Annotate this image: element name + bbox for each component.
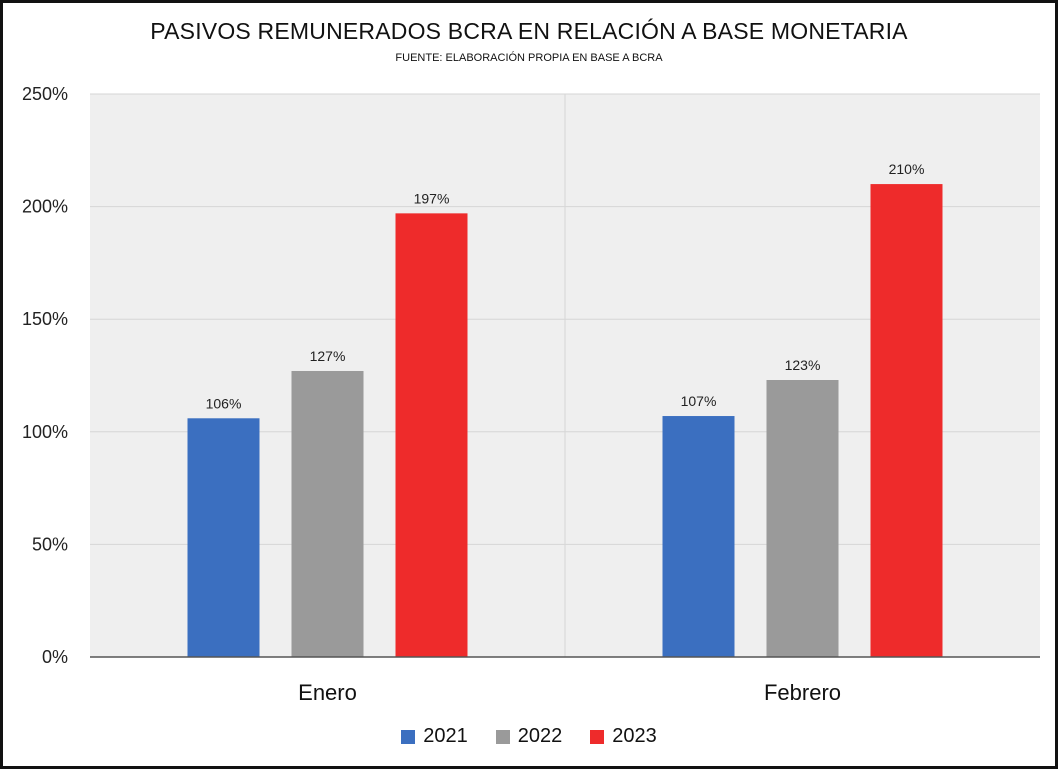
bar-2023-enero [395,213,468,657]
bar-2022-enero [291,370,364,657]
legend-item-2021: 2021 [401,725,468,748]
y-tick-label: 50% [32,534,68,554]
data-label: 123% [785,357,821,373]
legend-swatch-2021 [401,729,416,744]
chart-subtitle: FUENTE: ELABORACIÓN PROPIA EN BASE A BCR… [395,52,663,64]
bar-2021-febrero [662,416,735,657]
data-label: 197% [414,190,450,206]
chart-title: PASIVOS REMUNERADOS BCRA EN RELACIÓN A B… [150,18,908,44]
data-label: 107% [681,393,717,409]
data-label: 127% [310,348,346,364]
legend-swatch-2023 [590,729,605,744]
data-label: 210% [889,161,925,177]
legend-label-2022: 2022 [517,725,563,747]
bar-2021-enero [187,418,260,657]
y-tick-label: 200% [22,197,68,217]
legend-item-2022: 2022 [495,725,563,748]
legend-label-2023: 2023 [612,725,657,747]
legend: 2021 2022 2023 [0,725,1058,748]
y-tick-label: 250% [22,84,68,104]
legend-item-2023: 2023 [590,725,657,748]
y-tick-label: 150% [22,309,68,329]
bar-2022-febrero [766,380,839,657]
x-category-label: Enero [298,680,357,705]
bar-2023-febrero [870,184,943,657]
data-label: 106% [206,395,242,411]
legend-label-2021: 2021 [423,725,468,747]
y-tick-label: 0% [42,647,68,667]
x-category-label: Febrero [764,680,841,705]
y-tick-label: 100% [22,422,68,442]
legend-swatch-2022 [495,729,510,744]
